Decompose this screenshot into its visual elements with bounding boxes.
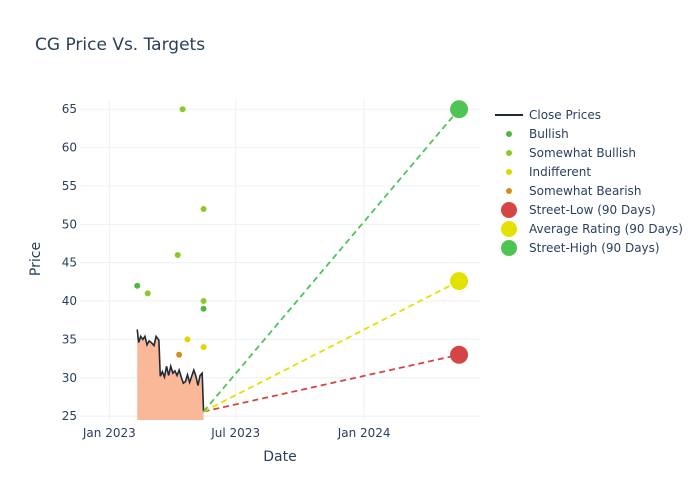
rating-point <box>144 290 151 297</box>
legend-marker-swatch <box>506 131 512 137</box>
legend-marker-swatch <box>506 150 512 156</box>
x-axis-title: Date <box>263 449 296 465</box>
rating-point <box>179 106 186 113</box>
legend-label: Indifferent <box>529 165 591 179</box>
legend-label: Street-Low (90 Days) <box>529 203 656 217</box>
x-tick-label: Jul 2023 <box>210 426 260 440</box>
rating-point <box>174 252 181 259</box>
x-tick-label: Jan 2023 <box>82 426 136 440</box>
legend-label: Somewhat Bullish <box>529 146 636 160</box>
legend-marker-swatch <box>506 169 512 175</box>
target-line <box>202 108 460 413</box>
close-price-area <box>137 329 204 420</box>
legend-label: Street-High (90 Days) <box>529 241 660 255</box>
x-tick-label: Jan 2024 <box>337 426 391 440</box>
rating-point <box>134 282 141 289</box>
y-tick-label: 45 <box>62 256 77 270</box>
x-axis-ticks: Jan 2023 Jul 2023 Jan 2024 <box>82 426 391 440</box>
legend-target-swatch <box>501 202 517 218</box>
price-area <box>137 329 204 420</box>
markers <box>134 100 469 364</box>
legend-label: Average Rating (90 Days) <box>529 222 683 236</box>
legend-label: Somewhat Bearish <box>529 184 641 198</box>
y-tick-label: 35 <box>62 332 77 346</box>
rating-point <box>176 351 183 358</box>
y-tick-label: 60 <box>62 141 77 155</box>
legend-target-swatch <box>501 240 517 256</box>
y-tick-label: 30 <box>62 371 77 385</box>
y-axis-ticks: 25 30 35 40 45 50 55 60 65 <box>62 102 77 423</box>
y-tick-label: 65 <box>62 102 77 116</box>
legend-target-swatch <box>501 221 517 237</box>
lines <box>136 108 460 413</box>
rating-point <box>184 336 191 343</box>
rating-point <box>200 305 207 312</box>
legend-label: Bullish <box>529 127 569 141</box>
chart-title: CG Price Vs. Targets <box>35 35 205 55</box>
y-tick-label: 55 <box>62 179 77 193</box>
target-point <box>450 345 469 364</box>
legend: Close Prices Bullish Somewhat Bullish Indif… <box>495 108 683 256</box>
legend-marker-swatch <box>506 188 512 194</box>
target-line <box>203 353 460 413</box>
rating-point <box>200 344 207 351</box>
y-tick-label: 25 <box>62 409 77 423</box>
y-axis-title: Price <box>28 242 44 276</box>
rating-point <box>200 205 207 212</box>
target-line <box>203 280 460 413</box>
target-point <box>450 100 469 119</box>
rating-point <box>200 298 207 305</box>
y-tick-label: 40 <box>62 294 77 308</box>
y-tick-label: 50 <box>62 217 77 231</box>
close-price-line <box>136 329 205 412</box>
legend-label: Close Prices <box>529 108 601 122</box>
target-point <box>450 272 469 291</box>
